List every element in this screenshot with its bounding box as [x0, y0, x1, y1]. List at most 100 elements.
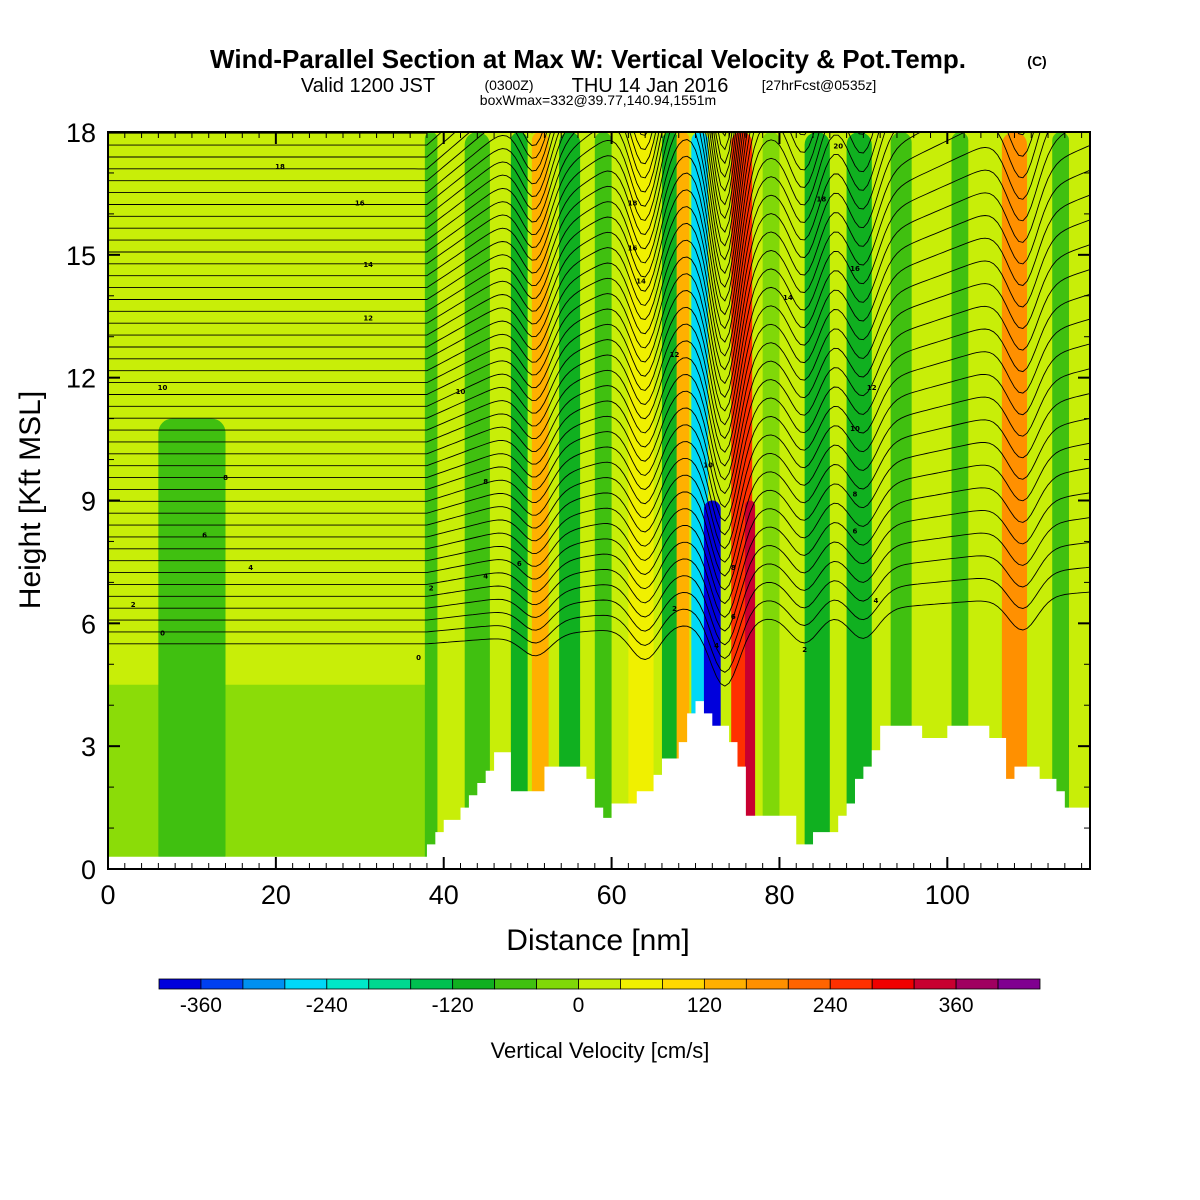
colorbar-tick-label: -240	[306, 994, 348, 1017]
theta-contour-label: 12	[670, 351, 680, 359]
theta-contour-line	[108, 132, 808, 300]
theta-contour-line	[108, 132, 1068, 426]
colorbar-tick-label: 120	[687, 994, 722, 1017]
theta-contour-label: 2	[429, 585, 434, 593]
colorbar-bin-2	[242, 978, 286, 990]
theta-contours	[108, 132, 1090, 687]
velocity-band-14	[762, 132, 780, 869]
colorbar-tick-label: -120	[432, 994, 474, 1017]
theta-contour-label: 10	[703, 462, 713, 470]
velocity-band-3	[510, 132, 528, 869]
theta-contour-label: 16	[850, 265, 860, 273]
colorbar-bin-12	[662, 978, 705, 990]
subtitle-date: THU 14 Jan 2016	[572, 75, 729, 97]
theta-contour-line	[108, 244, 1090, 495]
theta-contour-label: 18	[275, 163, 285, 171]
low-level-field	[108, 684, 427, 869]
theta-contour-label: 4	[248, 564, 253, 572]
theta-contour-line	[108, 132, 537, 158]
theta-contour-line	[108, 144, 1090, 440]
colorbar-labels: -360 -240 -120 0 120 240 360	[180, 994, 974, 1017]
theta-contour-line	[108, 132, 443, 146]
theta-contour-label: 14	[363, 261, 373, 269]
theta-contour-line	[108, 566, 1090, 673]
theta-contour-line	[108, 132, 815, 312]
colorbar-bin-20	[997, 978, 1041, 990]
subtitle-valid: Valid 1200 JST	[301, 75, 435, 97]
theta-contour-label: 12	[867, 384, 877, 392]
velocity-band-2	[464, 132, 490, 869]
x-axis: 0 20 40 60 80 100	[100, 132, 1083, 910]
x-tick-label: 40	[429, 880, 459, 910]
theta-contour-line	[108, 132, 746, 277]
theta-contour-line	[108, 132, 737, 217]
theta-contour-line	[108, 132, 748, 289]
theta-contour-label: 14	[636, 277, 646, 285]
velocity-band-5	[559, 132, 581, 869]
velocity-band-19	[1001, 132, 1028, 869]
chart-subtitle-box: boxWmax=332@39.77,140.94,1551m	[480, 92, 716, 108]
x-axis-label: Distance [nm]	[506, 924, 689, 957]
theta-contour-line	[108, 541, 1090, 660]
velocity-band-4	[531, 132, 549, 869]
theta-contour-line	[108, 132, 740, 241]
theta-contour-label: 16	[628, 245, 638, 253]
theta-contour-line	[108, 467, 1090, 618]
theta-contour-line	[108, 132, 880, 348]
theta-contour-label: 18	[817, 196, 827, 204]
theta-contour-line	[108, 132, 735, 205]
x-tick-label: 80	[764, 880, 794, 910]
theta-contour-line	[108, 293, 1090, 522]
theta-contour-line	[108, 132, 886, 360]
x-tick-label: 100	[925, 880, 970, 910]
theta-contour-label: 16	[355, 200, 365, 208]
velocity-band-20	[1052, 132, 1070, 869]
theta-contour-label: 8	[853, 490, 858, 498]
theta-contour-line	[108, 132, 742, 253]
theta-contour-label: 4	[874, 597, 879, 605]
colorbar-tick-label: 0	[573, 994, 585, 1017]
colorbar-bin-0	[158, 978, 202, 990]
chart-title: Wind-Parallel Section at Max W: Vertical…	[210, 44, 966, 74]
colorbar-bin-17	[871, 978, 915, 990]
theta-contour-label: 8	[731, 564, 736, 572]
theta-contour-label: 10	[456, 388, 466, 396]
x-tick-label: 0	[100, 880, 115, 910]
theta-contour-label: 0	[160, 630, 165, 638]
colorbar-bin-19	[955, 978, 999, 990]
theta-contour-label: 4	[483, 572, 488, 580]
velocity-band-18	[951, 132, 969, 869]
theta-contour-line	[108, 318, 1090, 536]
colorbar-bin-3	[284, 978, 328, 990]
theta-contour-line	[108, 393, 1090, 577]
theta-contour-line	[108, 132, 1041, 398]
colorbar-bin-5	[368, 978, 412, 990]
theta-contour-line	[108, 132, 429, 134]
colorbar-tick-label: -360	[180, 994, 222, 1017]
theta-contour-line	[108, 132, 1026, 372]
theta-contour-label: 2	[131, 601, 136, 609]
velocity-band-17	[890, 132, 912, 869]
colorbar-bin-14	[745, 978, 789, 990]
velocity-band-9	[676, 132, 690, 869]
theta-contour-label: 0	[416, 654, 421, 662]
theta-contour-label: 2	[672, 605, 677, 613]
colorbar-tick-label: 240	[813, 994, 848, 1017]
colorbar-bin-18	[913, 978, 957, 990]
theta-contour-line	[108, 132, 727, 170]
chart-title-suffix: (C)	[1027, 53, 1046, 69]
theta-contour-label: 12	[363, 314, 373, 322]
y-tick-label: 15	[66, 241, 96, 271]
colorbar-tick-label: 360	[939, 994, 974, 1017]
theta-contour-label: 8	[483, 478, 488, 486]
y-axis: 0 3 6 9 12 15 18	[66, 118, 1090, 885]
terrain-mask	[108, 701, 1090, 869]
colorbar-bin-9	[536, 978, 579, 990]
colorbar-title: Vertical Velocity [cm/s]	[491, 1038, 710, 1063]
theta-contour-label: 10	[158, 384, 168, 392]
y-tick-label: 12	[66, 364, 96, 394]
theta-contour-label: 14	[783, 294, 793, 302]
theta-contour-line	[108, 343, 1090, 550]
theta-contour-line	[108, 132, 731, 182]
